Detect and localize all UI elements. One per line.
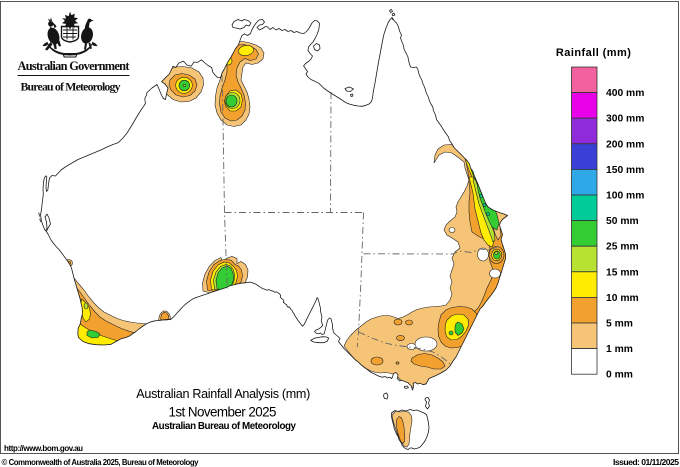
svg-text:1st November 2025: 1st November 2025 — [169, 405, 277, 420]
svg-text:Australian Bureau of Meteorolo: Australian Bureau of Meteorology — [152, 421, 297, 432]
svg-text:10 mm: 10 mm — [606, 293, 639, 304]
svg-text:Bureau of Meteorology: Bureau of Meteorology — [21, 80, 121, 94]
svg-text:150 mm: 150 mm — [606, 165, 644, 176]
svg-text:100 mm: 100 mm — [606, 191, 644, 202]
svg-text:0 mm: 0 mm — [606, 370, 633, 381]
svg-text:Australian Rainfall Analysis (: Australian Rainfall Analysis (mm) — [136, 387, 310, 401]
svg-text:25 mm: 25 mm — [606, 242, 639, 253]
svg-text:5 mm: 5 mm — [606, 319, 633, 330]
svg-text:Rainfall (mm): Rainfall (mm) — [556, 47, 631, 59]
svg-text:200 mm: 200 mm — [606, 139, 644, 150]
svg-text:Australian Government: Australian Government — [18, 59, 131, 73]
svg-text:http://www.bom.gov.au: http://www.bom.gov.au — [4, 444, 83, 453]
svg-text:Issued: 01/11/2025: Issued: 01/11/2025 — [613, 457, 679, 467]
svg-text:300 mm: 300 mm — [606, 114, 644, 125]
svg-text:400 mm: 400 mm — [606, 88, 644, 99]
svg-text:© Commonwealth of Australia 20: © Commonwealth of Australia 2025, Bureau… — [2, 458, 200, 467]
svg-text:1 mm: 1 mm — [606, 344, 633, 355]
svg-text:15 mm: 15 mm — [606, 267, 639, 278]
svg-text:50 mm: 50 mm — [606, 216, 639, 227]
